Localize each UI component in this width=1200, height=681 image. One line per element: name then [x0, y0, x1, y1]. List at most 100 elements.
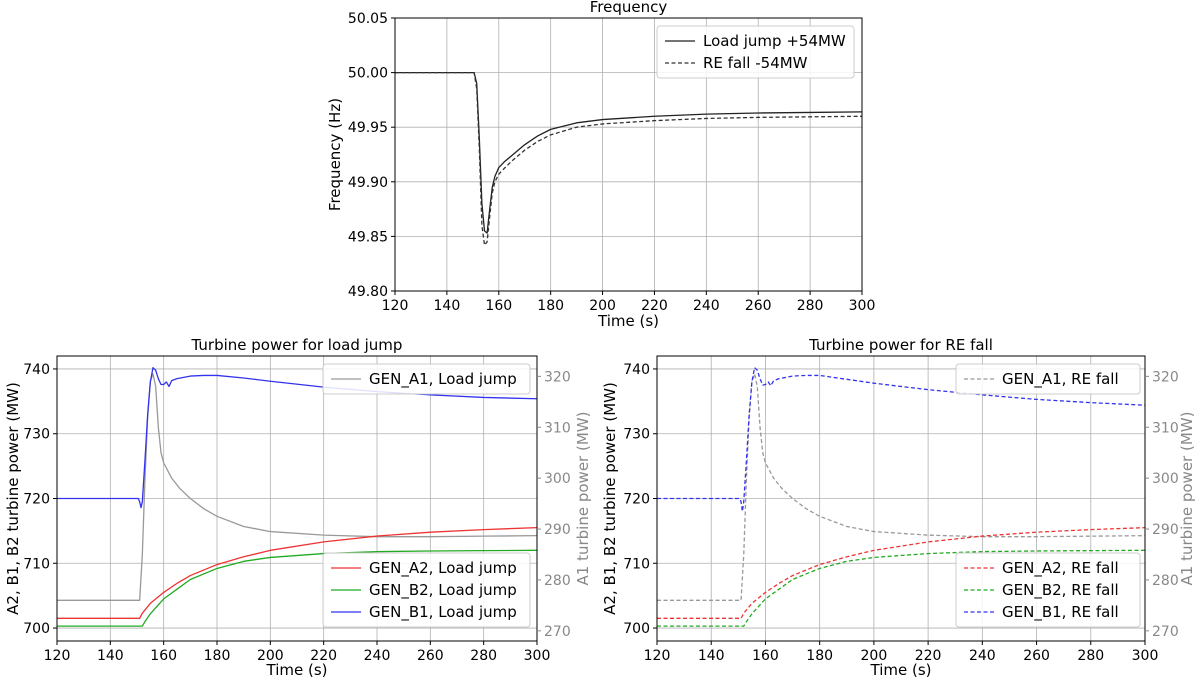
y-tick-label: 720 — [23, 492, 50, 508]
chart-title: Turbine power for load jump — [191, 336, 403, 354]
legend-label: GEN_B1, RE fall — [1002, 603, 1119, 622]
y-tick-label: 49.95 — [348, 120, 388, 136]
x-axis-label: Time (s) — [597, 312, 659, 330]
y-right-tick-label: 280 — [544, 573, 571, 589]
y-axis-label: A2, B1, B2 turbine power (MW) — [4, 382, 22, 615]
x-tick-label: 280 — [1077, 648, 1104, 664]
y-tick-label: 710 — [623, 556, 650, 572]
legend-box — [322, 552, 531, 628]
y-right-tick-label: 270 — [1152, 624, 1179, 640]
y-tick-label: 50.05 — [348, 11, 388, 27]
y-tick-label: 49.80 — [348, 284, 388, 300]
series-group — [657, 367, 1145, 627]
series-line-gen-b2-load-jump — [57, 549, 537, 627]
x-tick-label: 140 — [434, 298, 461, 314]
y-right-tick-label: 310 — [1152, 420, 1179, 436]
x-tick-label: 220 — [641, 298, 668, 314]
chart-title: Frequency — [590, 0, 668, 16]
legend-label: Load jump +54MW — [703, 32, 846, 50]
x-axis-label: Time (s) — [266, 661, 328, 679]
x-tick-label: 120 — [644, 648, 671, 664]
legend-label: GEN_A2, RE fall — [1002, 559, 1119, 578]
y-tick-label: 740 — [23, 362, 50, 378]
x-tick-label: 280 — [797, 298, 824, 314]
x-tick-label: 200 — [589, 298, 616, 314]
y-axis-label-right: A1 turbine power (MW) — [1178, 412, 1196, 586]
legend-label: GEN_A1, Load jump — [369, 370, 517, 389]
x-tick-label: 300 — [524, 648, 551, 664]
y-right-tick-label: 320 — [544, 369, 571, 385]
x-tick-label: 300 — [1132, 648, 1159, 664]
x-tick-label: 260 — [745, 298, 772, 314]
y-tick-label: 740 — [623, 362, 650, 378]
y-tick-label: 700 — [23, 621, 50, 637]
chart-2: 120 140 160 180 200 220 240 260 280 300 700 710 720 7… — [4, 336, 592, 679]
y-right-tick-label: 290 — [544, 522, 571, 538]
legend: GEN_A1, Load jump — [322, 363, 531, 395]
legend-label: GEN_A1, RE fall — [1002, 370, 1119, 389]
x-tick-label: 280 — [470, 648, 497, 664]
y-tick-label: 49.90 — [348, 175, 388, 191]
x-tick-label: 140 — [698, 648, 725, 664]
x-tick-label: 160 — [752, 648, 779, 664]
y-tick-label: 700 — [623, 621, 650, 637]
plot-frame — [394, 17, 863, 292]
y-tick-label: 730 — [23, 427, 50, 443]
y-axis-label-right: A1 turbine power (MW) — [574, 412, 592, 586]
x-tick-label: 200 — [861, 648, 888, 664]
series-group — [395, 71, 862, 246]
x-axis-label: Time (s) — [870, 661, 932, 679]
legend-box — [656, 25, 855, 79]
chart-title: Turbine power for RE fall — [808, 336, 993, 354]
series-line-gen-a2-load-jump — [57, 527, 537, 619]
y-axis-label: A2, B1, B2 turbine power (MW) — [601, 382, 619, 615]
x-tick-label: 300 — [849, 298, 876, 314]
y-tick-label: 50.00 — [348, 66, 388, 82]
legend-label: GEN_B1, Load jump — [369, 603, 517, 622]
x-tick-label: 260 — [1023, 648, 1050, 664]
x-tick-label: 240 — [969, 648, 996, 664]
x-tick-label: 120 — [382, 298, 409, 314]
legend-label: GEN_A2, Load jump — [369, 559, 517, 578]
legend-box — [955, 363, 1141, 395]
y-tick-label: 710 — [23, 556, 50, 572]
x-tick-label: 180 — [537, 298, 564, 314]
legend: GEN_A1, RE fall — [955, 363, 1141, 395]
y-tick-label: 49.85 — [348, 229, 388, 245]
x-tick-label: 120 — [44, 648, 71, 664]
y-right-tick-label: 300 — [544, 471, 571, 487]
chart-1: 120 140 160 180 200 220 240 260 280 300 49.80 49.85… — [326, 0, 875, 330]
y-right-tick-label: 280 — [1152, 573, 1179, 589]
x-tick-label: 260 — [417, 648, 444, 664]
x-tick-label: 180 — [806, 648, 833, 664]
y-right-tick-label: 270 — [544, 624, 571, 640]
legend: GEN_A2, Load jump GEN_B2, Load jump GEN_B1… — [322, 552, 531, 628]
series-line-gen-a2-re-fall — [657, 527, 1145, 619]
x-tick-label: 200 — [257, 648, 284, 664]
y-axis-label: Frequency (Hz) — [326, 98, 344, 211]
legend-label: GEN_B2, Load jump — [369, 581, 517, 600]
x-tick-label: 220 — [310, 648, 337, 664]
legend: Load jump +54MW RE fall -54MW — [656, 25, 855, 79]
legend-label: GEN_B2, RE fall — [1002, 581, 1119, 600]
legend: GEN_A2, RE fall GEN_B2, RE fall GEN_B1, RE… — [955, 552, 1141, 628]
legend-box — [955, 552, 1141, 628]
x-tick-label: 220 — [915, 648, 942, 664]
y-right-tick-label: 320 — [1152, 369, 1179, 385]
series-line-load-jump-54mw — [395, 71, 862, 234]
series-line-gen-b1-load-jump — [57, 367, 537, 509]
y-right-tick-label: 300 — [1152, 471, 1179, 487]
legend-box — [322, 363, 531, 395]
series-line-gen-b1-re-fall — [657, 367, 1145, 513]
x-tick-label: 140 — [97, 648, 124, 664]
y-right-tick-label: 310 — [544, 420, 571, 436]
y-right-tick-label: 290 — [1152, 522, 1179, 538]
series-line-gen-b2-re-fall — [657, 549, 1145, 627]
x-tick-label: 240 — [364, 648, 391, 664]
y-tick-label: 720 — [623, 492, 650, 508]
x-tick-label: 180 — [204, 648, 231, 664]
series-group — [57, 367, 537, 627]
series-line-re-fall-54mw — [395, 71, 862, 246]
x-tick-label: 160 — [485, 298, 512, 314]
